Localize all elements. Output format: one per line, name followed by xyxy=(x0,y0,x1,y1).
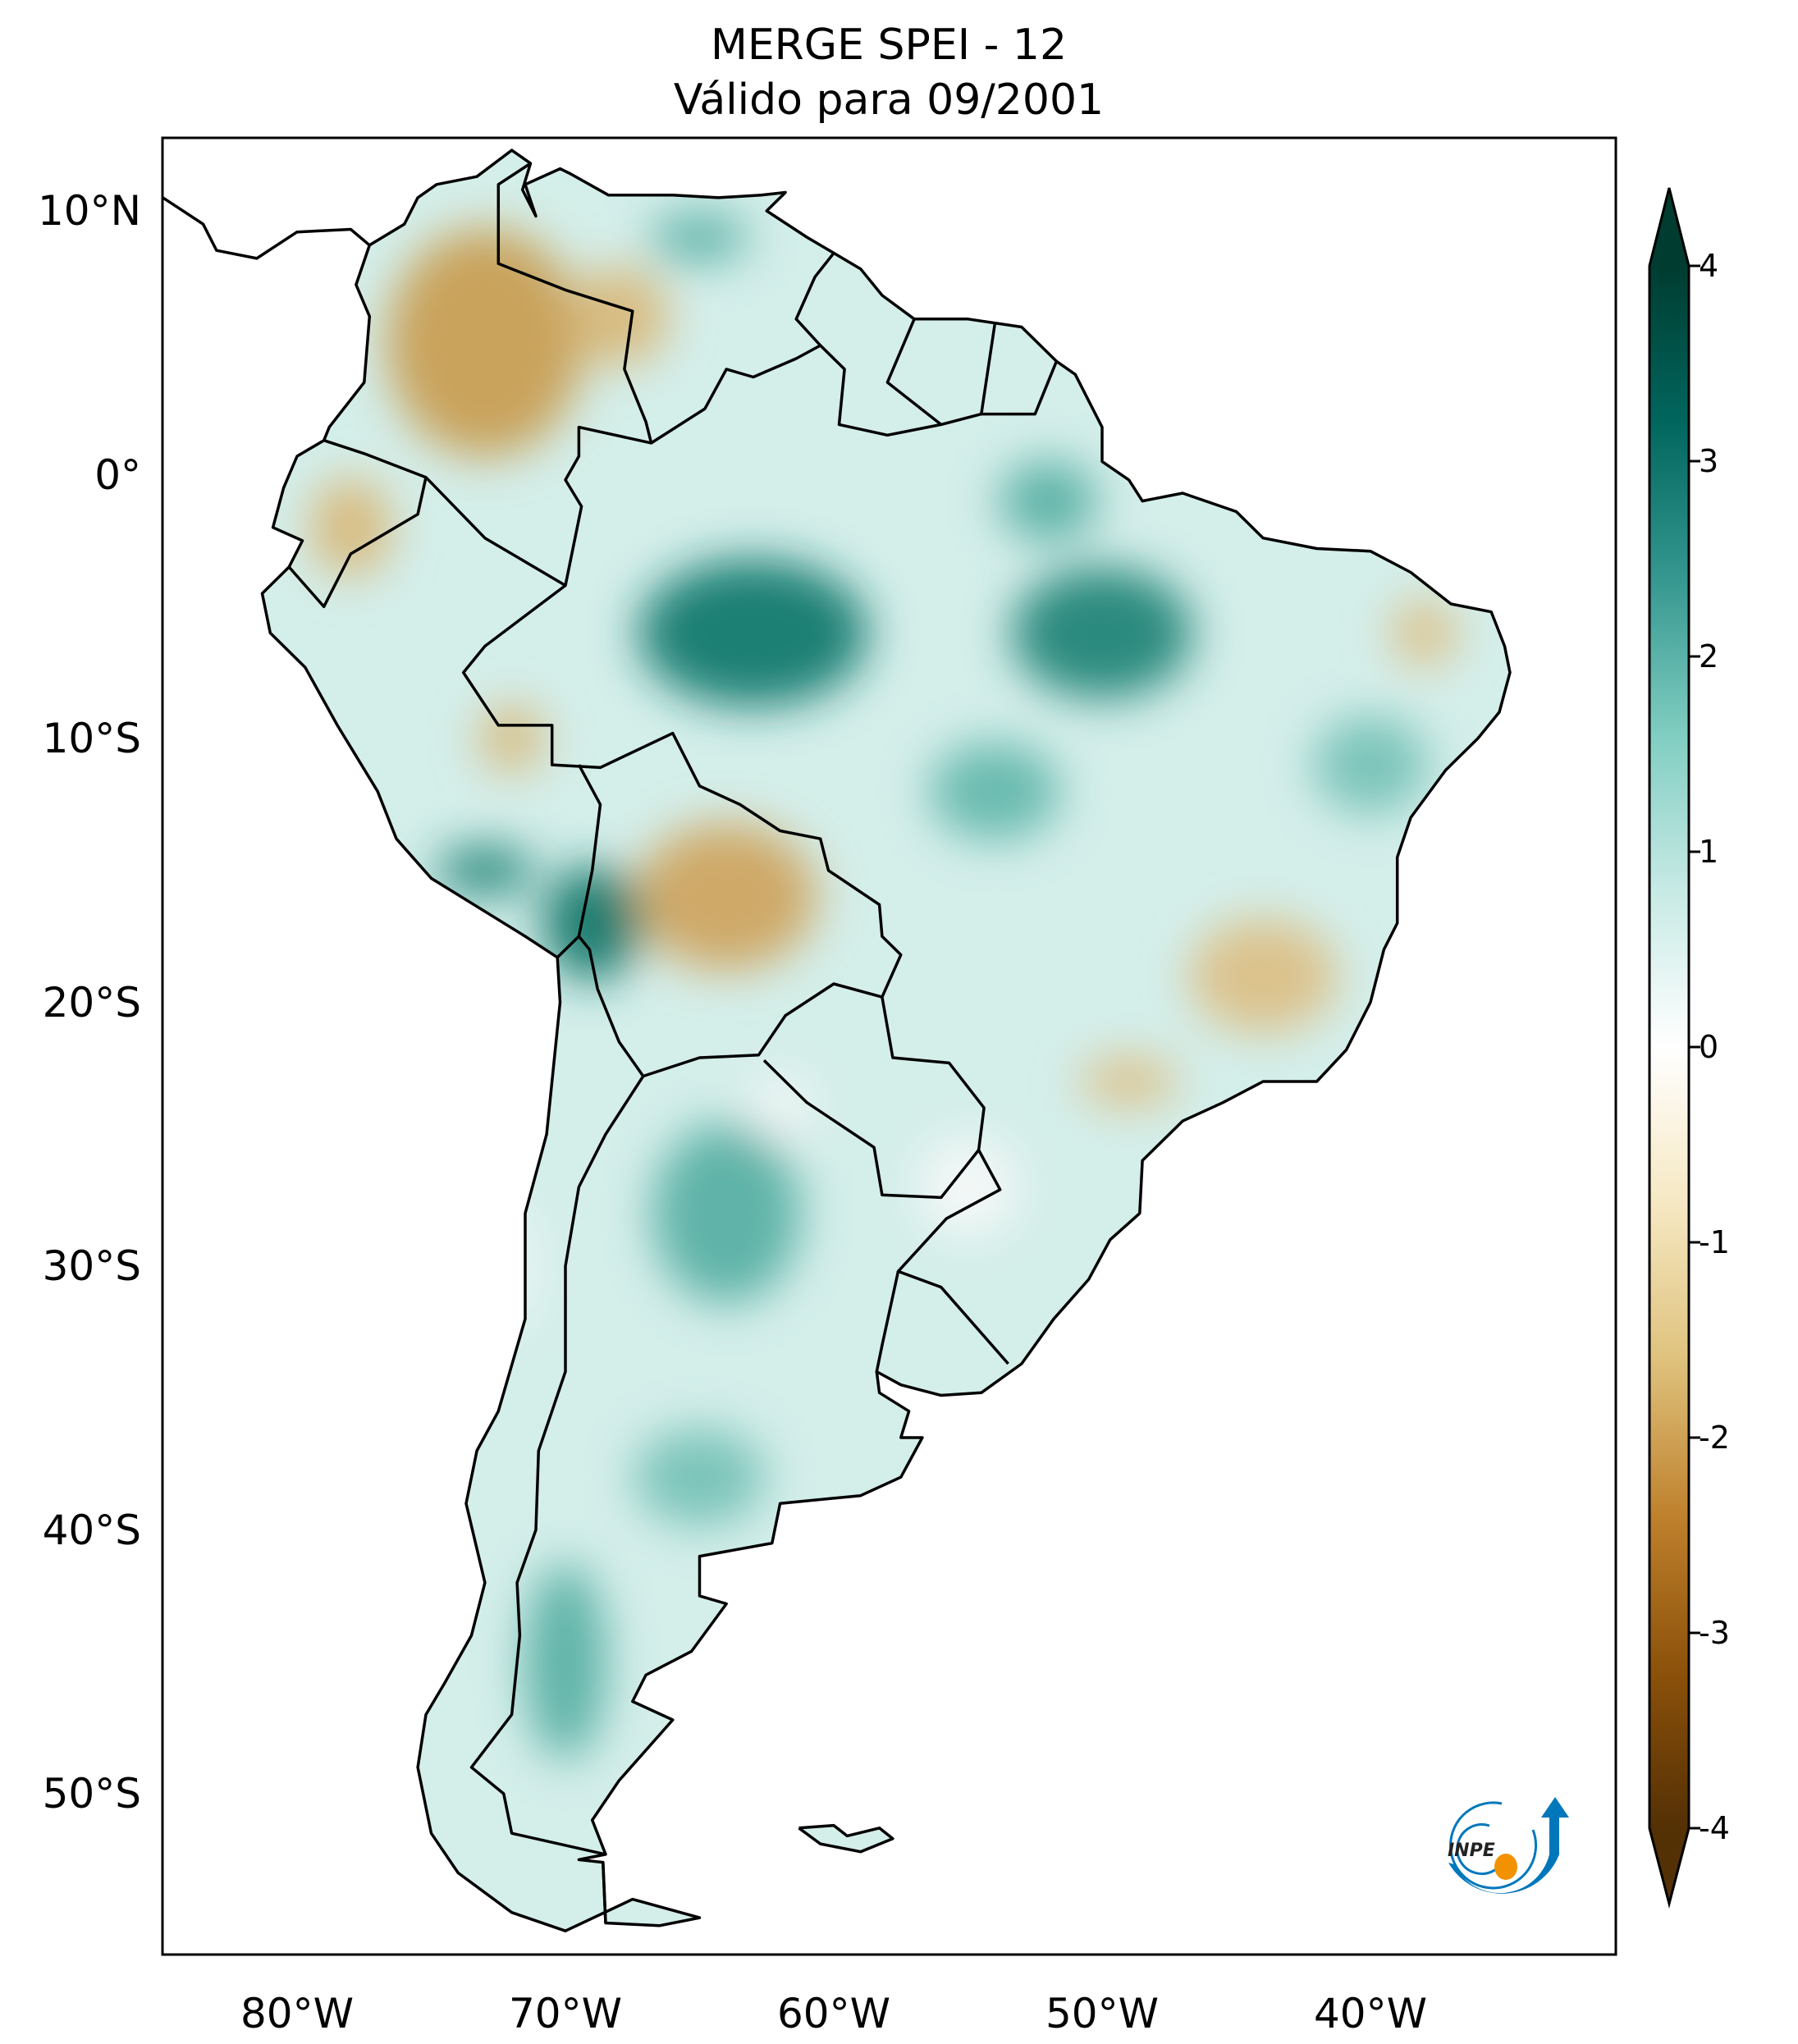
spei-anomaly-patch xyxy=(435,845,534,895)
colorbar xyxy=(1648,187,1700,1909)
spei-anomaly-patch xyxy=(918,1137,1018,1237)
lat-tick-label: 20°S xyxy=(42,978,141,1027)
border-paraguay xyxy=(762,1059,980,1200)
spei-anomaly-patch xyxy=(634,1428,766,1527)
border-bolivia xyxy=(643,982,883,1078)
spei-anomaly-patch xyxy=(309,478,392,577)
lat-tick-label: 0° xyxy=(94,450,141,499)
colorbar-tick-label: -1 xyxy=(1699,1224,1730,1260)
spei-anomaly-patch xyxy=(1391,600,1457,666)
spei-anomaly-patch xyxy=(386,227,583,458)
spei-anomaly-patch xyxy=(636,822,817,971)
colorbar-tick-label: 0 xyxy=(1699,1029,1719,1065)
spei-anomaly-patch xyxy=(650,213,749,263)
border-central-america xyxy=(162,194,371,260)
lat-tick-label: 40°S xyxy=(42,1506,141,1554)
colorbar-tick-label: -3 xyxy=(1699,1615,1730,1651)
border-guyana xyxy=(794,252,835,347)
lon-tick-label: 50°W xyxy=(1045,1990,1160,2037)
map-subtitle: Válido para 09/2001 xyxy=(673,75,1105,125)
border-chile-argentina xyxy=(469,764,645,1856)
colorbar-tick-label: 4 xyxy=(1699,248,1719,284)
spei-anomaly-patch xyxy=(1313,716,1428,815)
border-uruguay xyxy=(875,1271,900,1372)
colorbar-tick-label: -2 xyxy=(1699,1420,1730,1456)
spei-anomaly-patch xyxy=(1012,567,1192,699)
colorbar-tick-label: -4 xyxy=(1699,1810,1730,1846)
lat-tick-label: 30°S xyxy=(42,1242,141,1290)
colorbar-tick-label: 2 xyxy=(1699,638,1719,674)
lon-tick-label: 60°W xyxy=(776,1990,891,2037)
spei-anomaly-patch xyxy=(929,742,1061,841)
spei-anomaly-patch xyxy=(542,866,642,981)
spei-anomaly-patch xyxy=(747,1075,813,1141)
spei-anomaly-patch xyxy=(652,1123,801,1304)
border-tierra-del-fuego xyxy=(602,1862,607,1923)
border-chile-peru xyxy=(556,935,580,959)
spei-anomaly-patch xyxy=(487,1200,537,1332)
colorbar-tick-label: 3 xyxy=(1699,443,1719,479)
lat-tick-label: 10°S xyxy=(42,715,141,762)
inpe-logo: INPE xyxy=(1448,1797,1569,1894)
border-ecuador xyxy=(323,439,427,479)
lon-tick-label: 80°W xyxy=(240,1990,355,2037)
border-coastline xyxy=(260,149,1512,1932)
spei-anomaly-patch xyxy=(999,460,1098,542)
colorbar-gradient xyxy=(1649,266,1689,1828)
lat-tick-label: 10°N xyxy=(37,187,141,235)
lon-tick-label: 40°W xyxy=(1313,1990,1428,2037)
spei-anomaly-patch xyxy=(638,559,868,707)
spei-anomaly-patch xyxy=(1079,1056,1178,1106)
spei-anomaly-patch xyxy=(1189,918,1338,1034)
spei-anomaly-patch xyxy=(478,706,545,771)
lat-tick-label: 50°S xyxy=(42,1770,141,1818)
border-french-guiana xyxy=(980,323,996,414)
map-title: MERGE SPEI - 12 xyxy=(710,21,1068,70)
lon-tick-label: 70°W xyxy=(508,1990,623,2037)
spei-anomaly-patch xyxy=(524,1563,606,1761)
colorbar-tick-label: 1 xyxy=(1699,834,1719,870)
border-malvinas xyxy=(798,1823,894,1854)
spei-field xyxy=(262,150,1510,1932)
colorbar-extend-min xyxy=(1649,1828,1689,1904)
svg-text:INPE: INPE xyxy=(1448,1841,1495,1861)
border-venezuela xyxy=(496,162,653,444)
border-peru xyxy=(287,475,566,609)
map-frame xyxy=(161,136,1617,1956)
colorbar-extend-max xyxy=(1649,188,1689,266)
border-suriname xyxy=(885,318,942,426)
spei-anomaly-patch xyxy=(570,267,669,366)
